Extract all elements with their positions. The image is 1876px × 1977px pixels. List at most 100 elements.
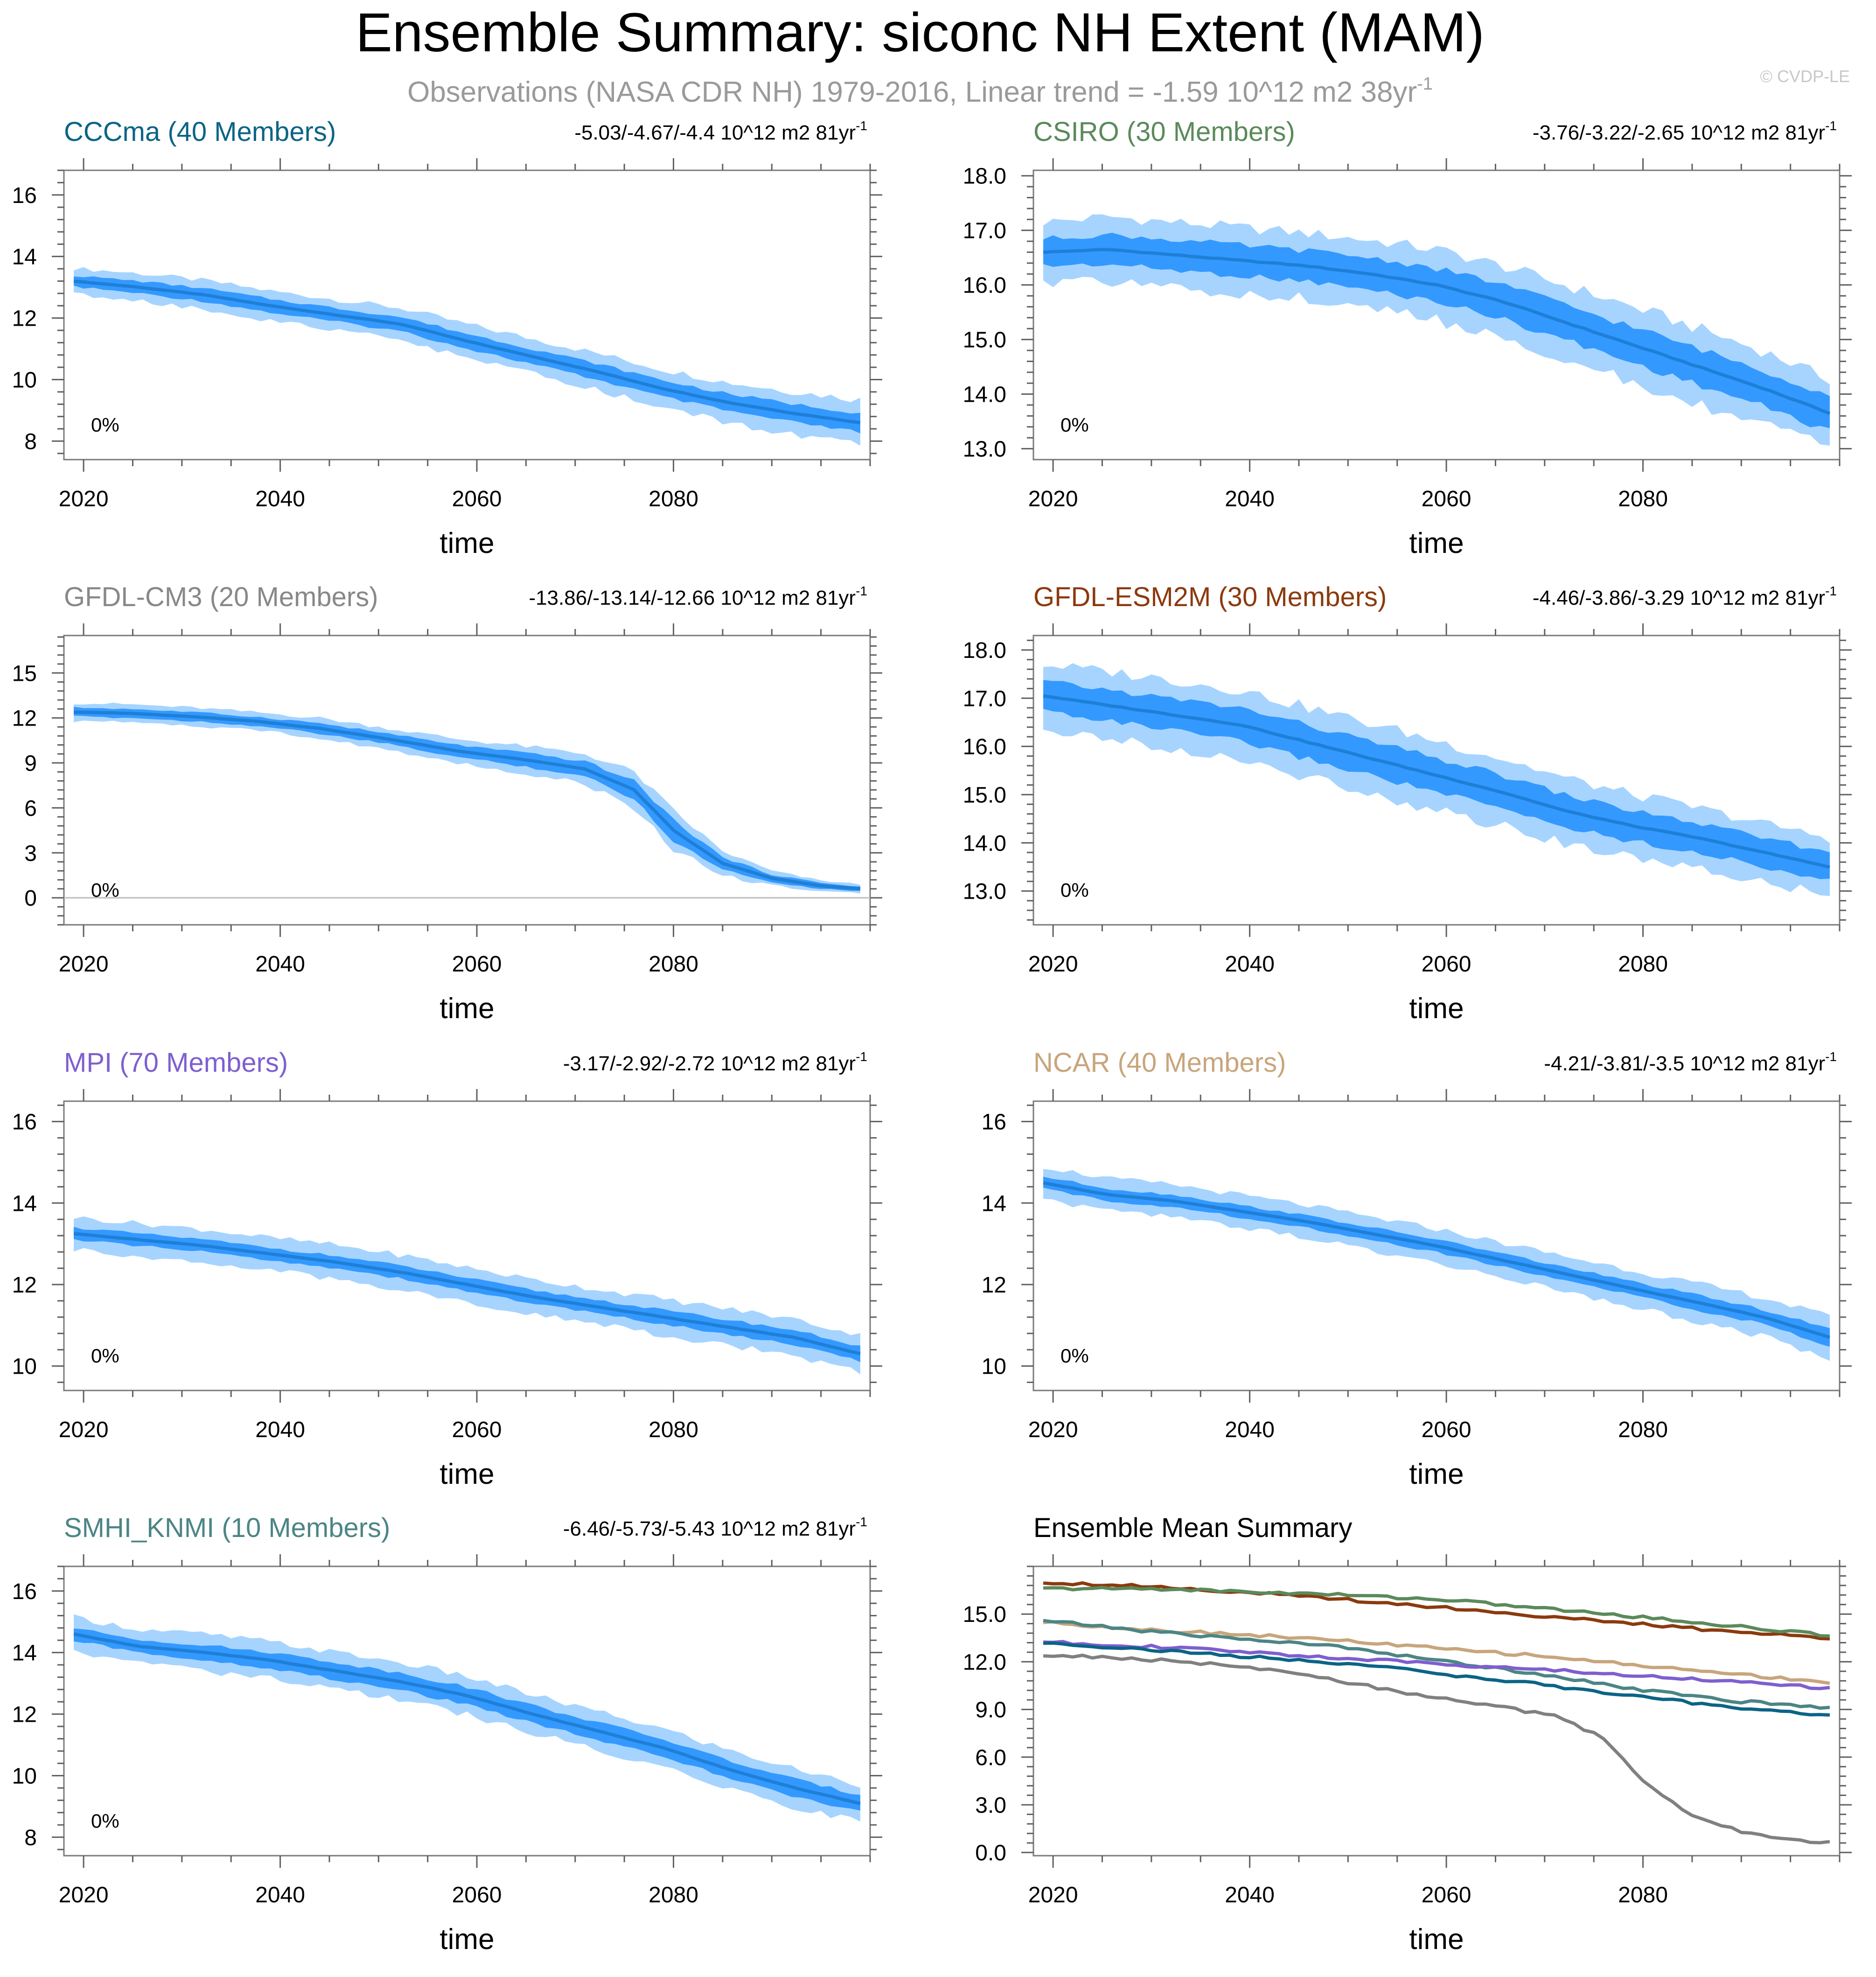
x-tick-label: 2080 (649, 952, 698, 977)
x-axis-label: time (439, 1458, 494, 1490)
plot-frame (63, 1565, 871, 1857)
trend-value: -13.86/-13.14/-12.66 10^12 m2 81yr (529, 587, 856, 609)
trend-superscript: -1 (856, 1515, 867, 1529)
plot-area (1043, 663, 1830, 896)
percent-annotation: 0% (91, 1345, 119, 1367)
y-tick-label: 12 (12, 1703, 37, 1727)
trend-superscript: -1 (856, 584, 867, 598)
plot-area (74, 702, 861, 894)
y-tick-label: 12 (12, 706, 37, 731)
plot-frame (63, 635, 871, 926)
x-axis-label: time (439, 1923, 494, 1956)
y-tick-label: 13.0 (963, 437, 1006, 462)
y-tick-label: 15 (12, 661, 37, 686)
y-tick-label: 9.0 (975, 1698, 1006, 1723)
ensemble-mean-line (73, 1632, 861, 1805)
y-tick-label: 0.0 (975, 1841, 1006, 1865)
ensemble-mean-line (73, 279, 861, 425)
series-line-csiro (1043, 1586, 1830, 1638)
percent-annotation: 0% (91, 879, 119, 901)
x-tick-label: 2020 (1028, 1418, 1078, 1442)
y-tick-label: 16 (12, 183, 37, 208)
panel-title: NCAR (40 Members) (1033, 1048, 1286, 1078)
inner-spread-band (1043, 1176, 1830, 1347)
y-tick-label: 10 (12, 1355, 37, 1379)
watermark: © CVDP-LE (1760, 67, 1850, 86)
x-axis-label: time (1409, 992, 1464, 1025)
x-axis-label: time (1409, 527, 1464, 559)
y-tick-label: 6 (24, 796, 37, 821)
y-tick-label: 8 (24, 1825, 37, 1850)
trend-text: -4.21/-3.81/-3.5 10^12 m2 81yr-1 (1544, 1049, 1837, 1075)
ensemble-mean-line (73, 1232, 861, 1355)
y-tick-label: 15.0 (963, 783, 1006, 808)
plot-frame (63, 1100, 871, 1391)
inner-spread-band (74, 276, 860, 433)
y-tick-label: 15.0 (963, 328, 1006, 353)
ensemble-mean-line (1043, 694, 1830, 869)
y-tick-label: 10 (12, 1764, 37, 1789)
plot-frame (1032, 635, 1841, 926)
x-tick-label: 2080 (1618, 1418, 1668, 1442)
inner-spread-band (1043, 680, 1830, 880)
panel-csiro: 13.0 14.0 15.0 16.0 17.0 18.0 2020 2040 2060 2080… (963, 117, 1852, 559)
panel-ncar: 10 12 14 16 2020 2040 2060 2080 time NCAR (40 Mem… (982, 1048, 1852, 1490)
x-tick-label: 2080 (1618, 487, 1668, 511)
panel-title: MPI (70 Members) (64, 1048, 288, 1078)
x-axis-label: time (439, 992, 494, 1025)
x-tick-label: 2080 (1618, 952, 1668, 977)
y-tick-label: 12 (12, 307, 37, 331)
series-line-smhi_knmi (1043, 1619, 1830, 1710)
percent-annotation: 0% (1060, 414, 1089, 436)
x-tick-label: 2040 (255, 952, 305, 977)
panel-title: GFDL-ESM2M (30 Members) (1033, 582, 1387, 612)
plot-frame (1032, 1100, 1841, 1391)
x-tick-label: 2040 (255, 1883, 305, 1907)
y-tick-label: 12 (982, 1273, 1006, 1298)
inner-spread-band (1043, 232, 1830, 428)
trend-text: -5.03/-4.67/-4.4 10^12 m2 81yr-1 (574, 119, 867, 144)
x-tick-label: 2060 (1422, 487, 1472, 511)
x-tick-label: 2020 (1028, 487, 1078, 511)
series-line-gfdl-cm3 (1043, 1653, 1830, 1844)
x-tick-label: 2080 (649, 1418, 698, 1442)
x-tick-label: 2060 (452, 952, 502, 977)
panel-title: SMHI_KNMI (10 Members) (64, 1513, 390, 1543)
figure-subtitle: Observations (NASA CDR NH) 1979-2016, Li… (407, 74, 1433, 108)
trend-superscript: -1 (856, 1049, 867, 1064)
x-tick-label: 2060 (1422, 1883, 1472, 1907)
x-tick-label: 2020 (59, 952, 109, 977)
panel-cccma: 8 10 12 14 16 2020 2040 2060 2080 time CCCma (40 M… (12, 117, 882, 559)
plot-area (73, 1614, 861, 1822)
x-axis-label: time (1409, 1458, 1464, 1490)
x-tick-label: 2060 (452, 487, 502, 511)
plot-area (1043, 1169, 1830, 1361)
x-axis-label: time (439, 527, 494, 559)
percent-annotation: 0% (91, 1810, 119, 1832)
y-tick-label: 17.0 (963, 686, 1006, 711)
y-tick-label: 9 (24, 751, 37, 776)
plot-area (1043, 214, 1831, 446)
trend-value: -6.46/-5.73/-5.43 10^12 m2 81yr (563, 1517, 856, 1540)
ensemble-mean-line (74, 710, 861, 891)
trend-superscript: -1 (1825, 119, 1837, 133)
trend-value: -3.76/-3.22/-2.65 10^12 m2 81yr (1533, 121, 1825, 144)
percent-annotation: 0% (1060, 1345, 1089, 1367)
y-tick-label: 16 (12, 1579, 37, 1604)
y-tick-label: 14 (12, 245, 37, 270)
panel-title: Ensemble Mean Summary (1033, 1513, 1352, 1543)
panel-gfdl-cm3: 0 3 6 9 12 15 2020 2040 2060 2080 time GFDL-CM3 (20… (12, 582, 882, 1025)
panel-mpi: 10 12 14 16 2020 2040 2060 2080 time MPI (70 Memb… (12, 1048, 882, 1490)
x-tick-label: 2080 (1618, 1883, 1668, 1907)
plot-frame (1032, 1565, 1841, 1857)
trend-value: -3.17/-2.92/-2.72 10^12 m2 81yr (563, 1052, 856, 1075)
plot-area (1043, 1581, 1830, 1844)
y-tick-label: 16 (982, 1110, 1006, 1135)
panel-title: CCCma (40 Members) (64, 117, 336, 147)
trend-text: -13.86/-13.14/-12.66 10^12 m2 81yr-1 (529, 584, 867, 609)
ensemble-mean-line (1043, 248, 1831, 415)
x-tick-label: 2020 (59, 1418, 109, 1442)
x-tick-label: 2060 (452, 1883, 502, 1907)
y-tick-label: 14.0 (963, 383, 1006, 407)
